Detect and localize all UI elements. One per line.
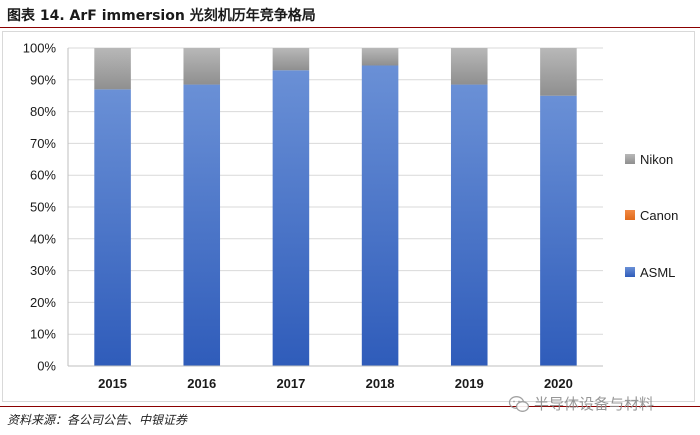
legend: Nikon Canon ASML <box>625 152 678 280</box>
bar-asml <box>272 70 310 366</box>
y-tick-label: 70% <box>30 136 56 151</box>
y-tick-label: 60% <box>30 168 56 183</box>
x-tick-label: 2018 <box>366 376 395 391</box>
legend-label-asml: ASML <box>640 265 675 280</box>
x-tick-label: 2017 <box>276 376 305 391</box>
axes: 0% 10% 20% 30% 40% 50% 60% 70% 80% 90% 100% 2015 201… <box>23 41 603 391</box>
bar-nikon <box>183 48 221 85</box>
bars <box>94 48 577 367</box>
legend-label-nikon: Nikon <box>640 152 673 167</box>
stacked-bar-chart: 0% 10% 20% 30% 40% 50% 60% 70% 80% 90% 100% 2015 201… <box>23 41 679 392</box>
legend-swatch-nikon <box>625 154 635 164</box>
source-note: 资料来源：各公司公告、中银证券 <box>7 413 188 427</box>
x-tick-label: 2015 <box>98 376 127 391</box>
legend-swatch-canon <box>625 210 635 220</box>
y-tick-label: 50% <box>30 200 56 215</box>
bar-nikon <box>272 48 310 71</box>
chart-frame: 0% 10% 20% 30% 40% 50% 60% 70% 80% 90% 100% 2015 201… <box>2 31 695 402</box>
bar-nikon <box>94 48 131 90</box>
bar-asml <box>183 84 221 366</box>
y-tick-label: 100% <box>23 41 57 56</box>
legend-label-canon: Canon <box>640 208 678 223</box>
watermark: 半导体设备与材料 <box>508 393 654 414</box>
y-tick-label: 80% <box>30 104 56 119</box>
wechat-icon <box>508 395 530 412</box>
bar-nikon <box>361 48 399 66</box>
y-tick-label: 90% <box>30 72 56 87</box>
y-tick-label: 20% <box>30 295 56 310</box>
figure-title: 图表 14. ArF immersion 光刻机历年竞争格局 <box>7 8 316 24</box>
bar-asml <box>450 84 488 366</box>
bar-asml <box>94 89 131 366</box>
bar-asml <box>540 95 577 366</box>
x-tick-label: 2016 <box>187 376 216 391</box>
watermark-text: 半导体设备与材料 <box>534 395 655 413</box>
y-tick-label: 0% <box>37 359 56 374</box>
bar-nikon <box>540 48 577 96</box>
y-tick-label: 40% <box>30 231 56 246</box>
gridlines <box>68 47 603 335</box>
legend-swatch-asml <box>625 267 635 277</box>
bar-nikon <box>450 48 488 85</box>
y-tick-label: 10% <box>30 327 56 342</box>
x-tick-label: 2020 <box>544 376 573 391</box>
x-tick-label: 2019 <box>455 376 484 391</box>
source-rule <box>0 406 700 407</box>
y-tick-label: 30% <box>30 263 56 278</box>
title-rule <box>0 27 700 28</box>
bar-asml <box>361 65 399 367</box>
